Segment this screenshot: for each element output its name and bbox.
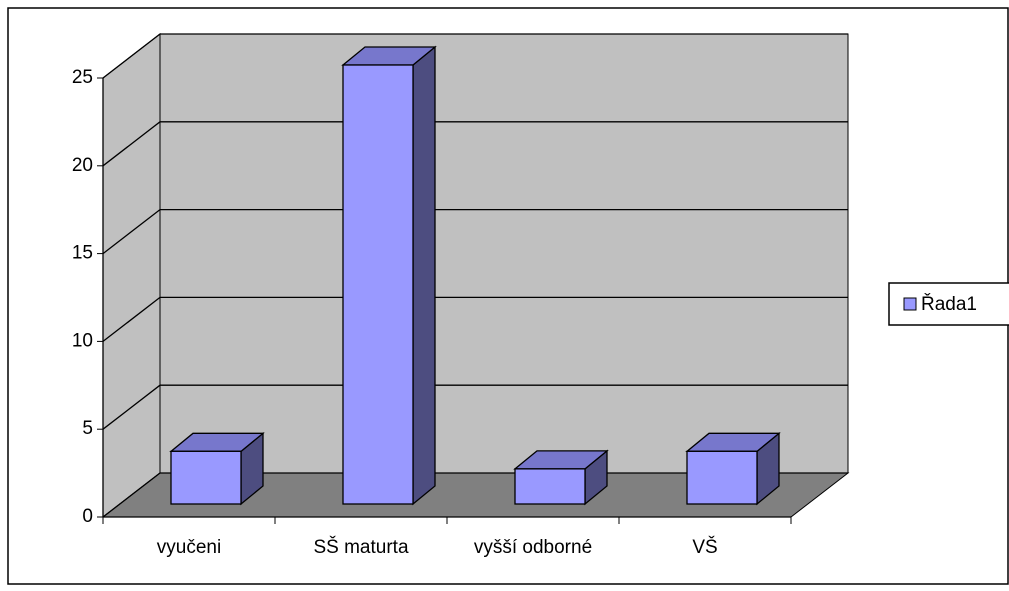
x-tick-label: vyšší odborné [474,537,592,558]
side-wall [102,32,161,519]
y-tick-label: 10 [72,330,93,351]
y-tick-label: 15 [72,243,93,264]
legend-label: Řada1 [921,293,977,315]
grid-line [102,33,848,79]
legend: Řada1 [888,282,1009,326]
grid-line [102,208,848,255]
bar-side [412,45,436,506]
x-tick-label: VŠ [692,536,717,558]
y-tick-label: 20 [72,155,93,176]
grid-line [102,384,848,430]
bar [342,64,414,505]
y-tick-label: 0 [82,506,93,527]
x-tick-label: vyučeni [157,537,221,558]
y-tick-label: 25 [72,67,93,88]
grid-line [102,121,848,167]
y-tick-label: 5 [82,418,93,439]
x-tick-label: SŠ maturta [313,536,408,558]
grid-line [102,472,848,518]
grid-line [102,296,848,342]
bar [514,468,586,505]
bar [170,450,242,505]
bar [686,450,758,505]
legend-swatch [903,297,917,311]
back-wall [159,33,849,474]
